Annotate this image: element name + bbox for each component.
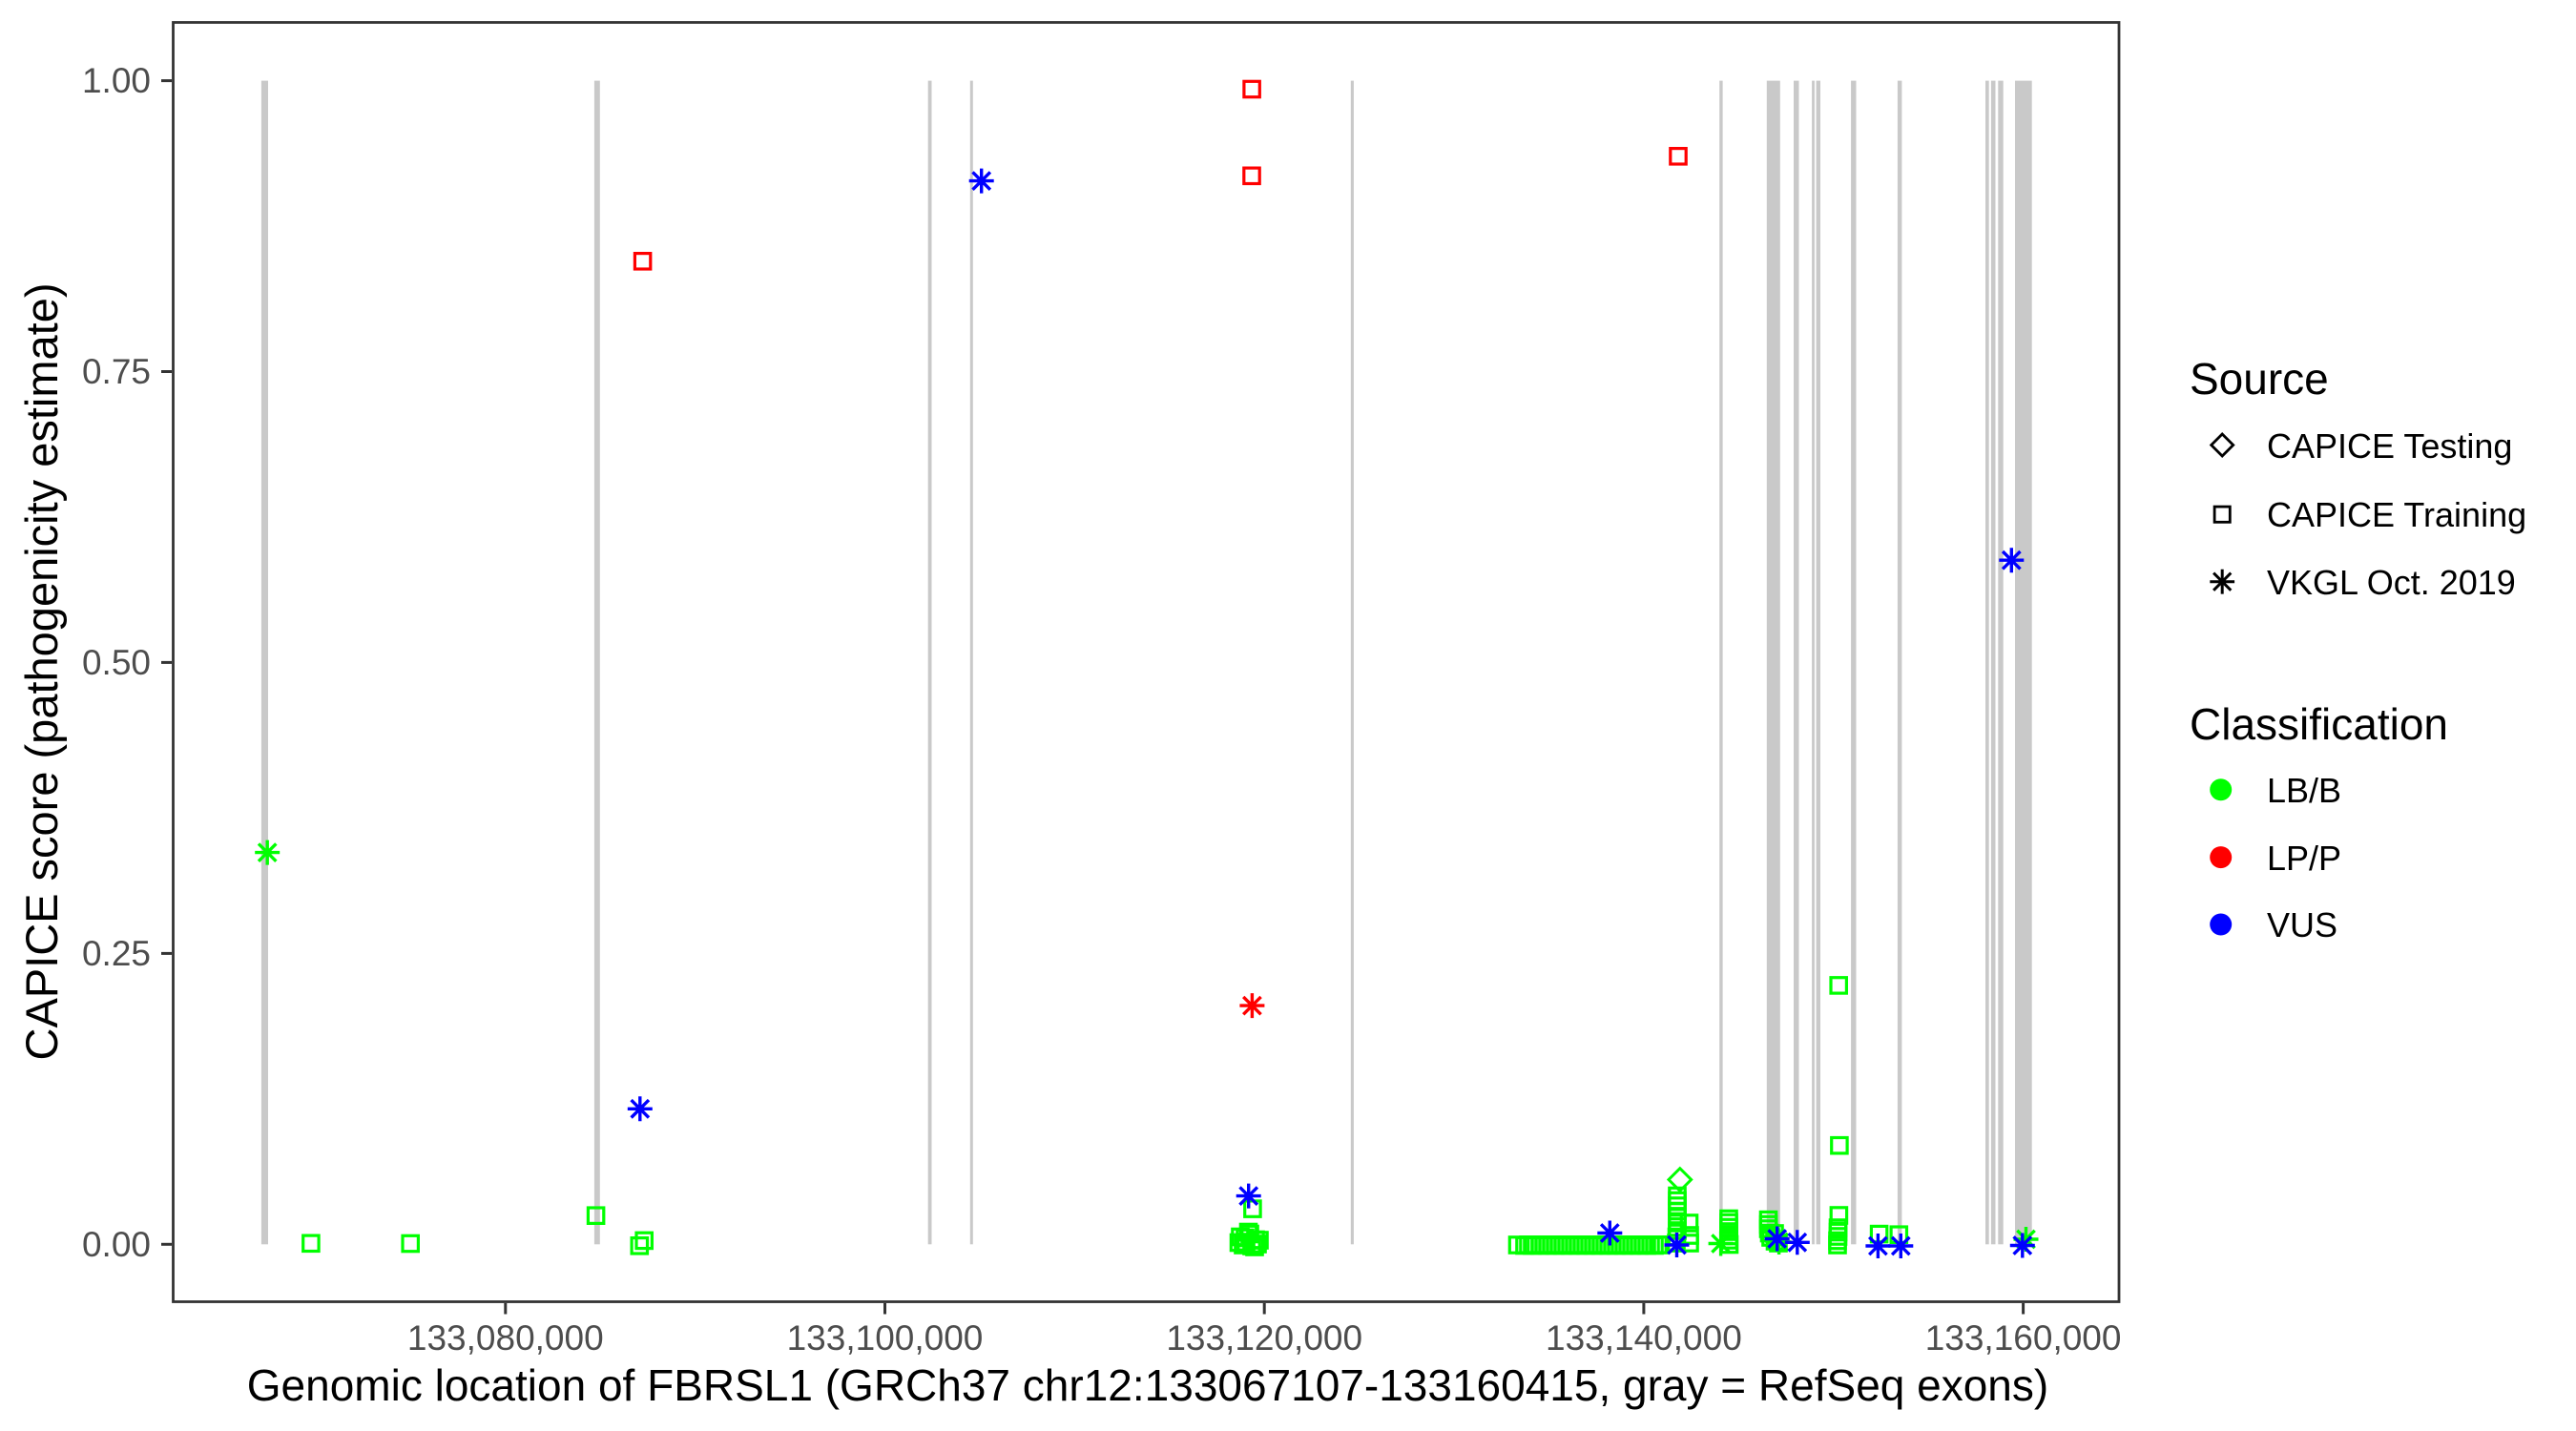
svg-text:133,160,000: 133,160,000: [1925, 1318, 2122, 1358]
svg-text:0.75: 0.75: [82, 352, 151, 391]
svg-text:LP/P: LP/P: [2267, 839, 2341, 878]
svg-text:133,120,000: 133,120,000: [1166, 1318, 1362, 1358]
svg-text:Source: Source: [2190, 354, 2329, 404]
svg-text:1.00: 1.00: [82, 61, 151, 100]
svg-text:133,140,000: 133,140,000: [1546, 1318, 1742, 1358]
svg-text:Classification: Classification: [2190, 699, 2448, 749]
svg-text:0.50: 0.50: [82, 643, 151, 682]
svg-text:LB/B: LB/B: [2267, 771, 2341, 810]
svg-text:133,080,000: 133,080,000: [407, 1318, 604, 1358]
svg-text:CAPICE score (pathogenicity es: CAPICE score (pathogenicity estimate): [16, 283, 67, 1061]
svg-text:0.00: 0.00: [82, 1225, 151, 1264]
svg-text:CAPICE Training: CAPICE Training: [2267, 495, 2526, 534]
svg-text:133,100,000: 133,100,000: [787, 1318, 984, 1358]
svg-text:VKGL Oct. 2019: VKGL Oct. 2019: [2267, 563, 2516, 602]
svg-text:0.25: 0.25: [82, 934, 151, 973]
svg-text:VUS: VUS: [2267, 905, 2337, 944]
svg-text:Genomic location of FBRSL1 (GR: Genomic location of FBRSL1 (GRCh37 chr12…: [247, 1360, 2048, 1410]
svg-text:CAPICE Testing: CAPICE Testing: [2267, 426, 2512, 466]
